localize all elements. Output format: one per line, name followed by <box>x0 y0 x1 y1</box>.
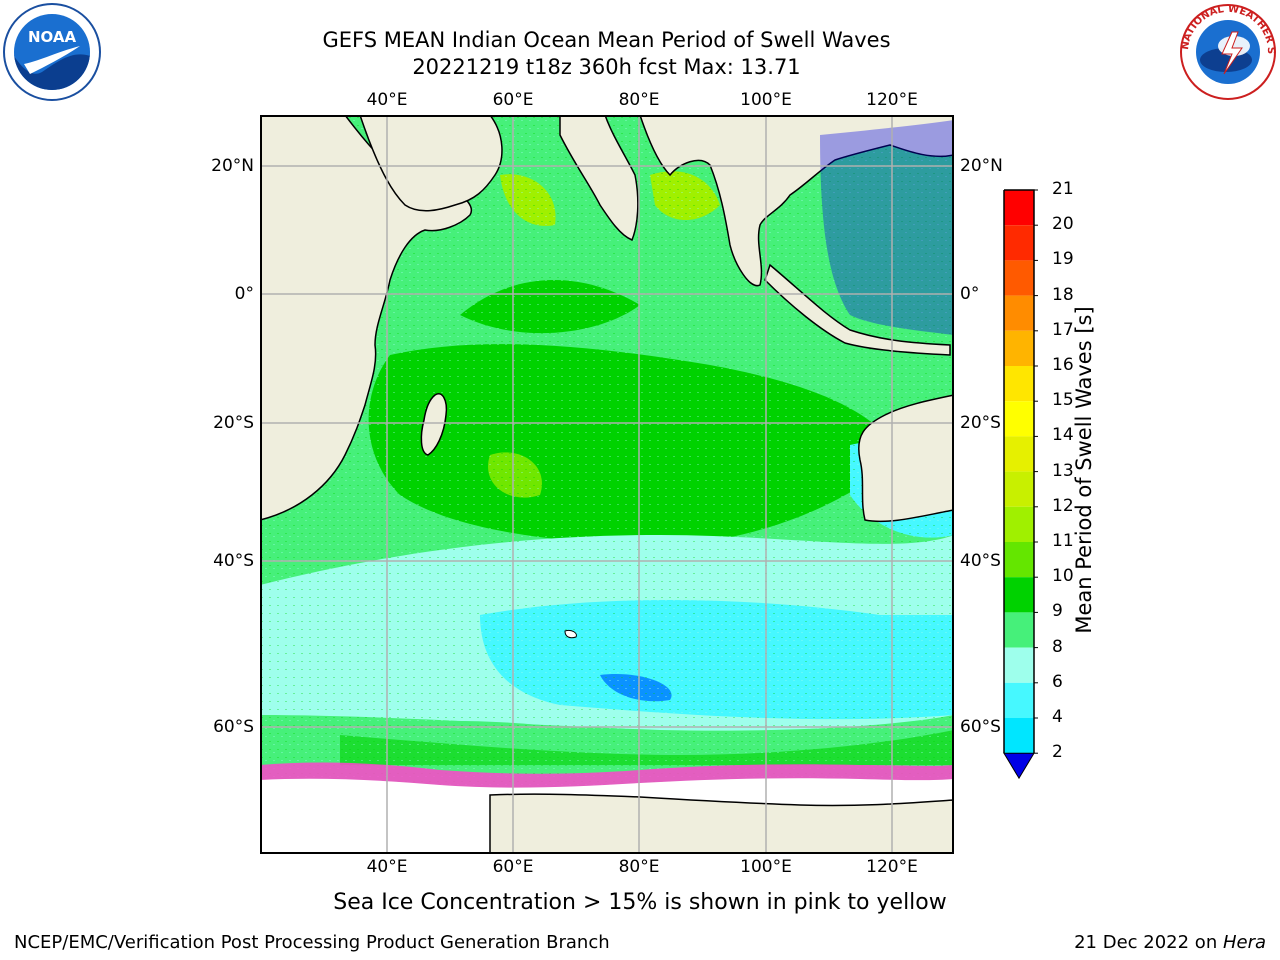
colorbar-segment <box>1004 682 1034 718</box>
land-antarctica <box>489 793 954 854</box>
lat-label-left: 0° <box>234 284 254 304</box>
lon-label-top: 100°E <box>740 90 792 110</box>
map-border <box>260 115 954 854</box>
noaa-logo-text: NOAA <box>28 28 77 46</box>
colorbar-segment <box>1004 260 1034 296</box>
colorbar-tick-label: 15 <box>1052 390 1074 411</box>
colorbar-segment <box>1004 647 1034 683</box>
colorbar-tick-label: 4 <box>1052 707 1063 727</box>
lat-label-right: 20°N <box>960 156 1003 176</box>
colorbar-tick-label: 8 <box>1052 636 1063 657</box>
land-indonesia <box>764 263 951 356</box>
land-kerguelen <box>564 630 577 639</box>
footer-date-text: 21 Dec 2022 on <box>1074 932 1223 953</box>
lat-label-left: 40°S <box>213 551 254 571</box>
gridlines <box>260 115 954 854</box>
map-panel <box>260 115 954 854</box>
colorbar <box>1003 189 1038 780</box>
noaa-logo: NOAA <box>3 3 101 101</box>
colorbar-tick-label: 20 <box>1052 214 1074 235</box>
colorbar-tick-label: 12 <box>1052 495 1074 516</box>
colorbar-tick-label: 14 <box>1052 425 1074 446</box>
nws-logo: NATIONAL WEATHER SERVICE <box>1178 2 1276 100</box>
colorbar-segment <box>1004 436 1034 472</box>
colorbar-segment <box>1004 330 1034 366</box>
colorbar-segment <box>1004 471 1034 507</box>
maritime-continent-swell <box>820 120 954 335</box>
lat-label-left: 20°S <box>213 413 254 433</box>
land-arabia <box>359 115 503 212</box>
colorbar-segment <box>1004 612 1034 648</box>
colorbar-tick-label: 13 <box>1052 460 1074 481</box>
lat-label-right: 0° <box>960 284 980 304</box>
colorbar-segment <box>1004 190 1034 226</box>
lon-label-top: 80°E <box>618 90 660 110</box>
lon-label-bottom: 60°E <box>492 857 534 877</box>
colorbar-segment <box>1004 506 1034 542</box>
lat-label-left: 20°N <box>211 156 254 176</box>
colorbar-tick-label: 16 <box>1052 355 1074 375</box>
lat-label-right: 20°S <box>960 413 1001 433</box>
land-madagascar <box>420 393 448 456</box>
lon-label-bottom: 100°E <box>740 857 792 877</box>
colorbar-tick-label: 6 <box>1052 671 1063 692</box>
lon-label-bottom: 80°E <box>618 857 660 877</box>
colorbar-tick-label: 2 <box>1052 742 1063 763</box>
lat-label-right: 40°S <box>960 551 1001 571</box>
colorbar-tick-label: 17 <box>1052 319 1074 340</box>
lon-label-bottom: 120°E <box>866 857 918 877</box>
colorbar-segment <box>1004 225 1034 261</box>
land-india <box>559 115 639 241</box>
colorbar-tick-label: 10 <box>1052 566 1074 587</box>
colorbar-segment <box>1004 577 1034 613</box>
colorbar-tick-label: 21 <box>1052 179 1074 199</box>
colorbar-segment <box>1004 401 1034 437</box>
colorbar-segment <box>1004 366 1034 402</box>
sea-ice-caption: Sea Ice Concentration > 15% is shown in … <box>333 890 947 915</box>
footer-host: Hera <box>1222 932 1266 953</box>
map-subtitle: 20221219 t18z 360h fcst Max: 13.71 <box>412 55 801 79</box>
land-southeast-asia <box>639 115 954 287</box>
lon-label-bottom: 40°E <box>366 857 408 877</box>
colorbar-label: Mean Period of Swell Waves [s] <box>1072 306 1096 634</box>
colorbar-segment <box>1004 718 1034 754</box>
colorbar-segment <box>1004 542 1034 578</box>
colorbar-tick-label: 18 <box>1052 284 1074 305</box>
map-title: GEFS MEAN Indian Ocean Mean Period of Sw… <box>322 28 891 52</box>
colorbar-extend-arrow <box>1003 752 1035 780</box>
footer-credit: NCEP/EMC/Verification Post Processing Pr… <box>14 932 610 953</box>
lat-label-right: 60°S <box>960 717 1001 737</box>
colorbar-segment <box>1004 295 1034 331</box>
lon-label-top: 60°E <box>492 90 534 110</box>
colorbar-tick-label: 11 <box>1052 531 1074 551</box>
land-australia <box>858 394 954 523</box>
lon-label-top: 40°E <box>366 90 408 110</box>
colorbar-tick-label: 19 <box>1052 249 1074 270</box>
lon-label-top: 120°E <box>866 90 918 110</box>
lat-label-left: 60°S <box>213 717 254 737</box>
colorbar-tick-label: 9 <box>1052 601 1063 622</box>
footer-date: 21 Dec 2022 on Hera <box>1074 932 1266 953</box>
